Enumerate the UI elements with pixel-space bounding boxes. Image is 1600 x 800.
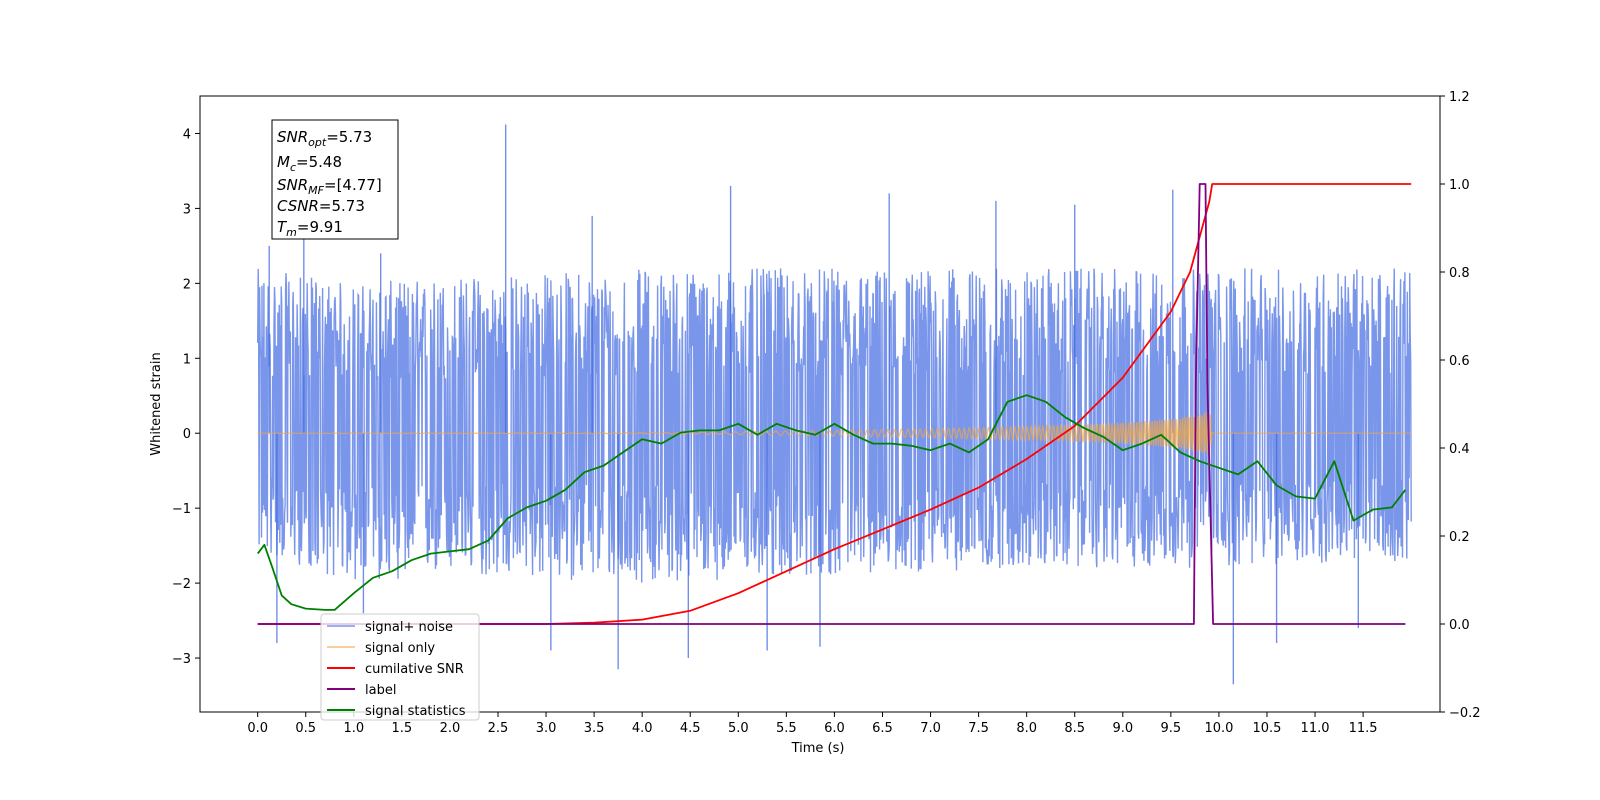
y2-tick-label: 0.6: [1449, 354, 1470, 369]
x-tick-label: 7.5: [968, 721, 989, 736]
y2-tick-label: 0.0: [1449, 618, 1470, 633]
x-tick-label: 4.0: [632, 721, 653, 736]
info-line: Tm=9.91: [277, 218, 343, 239]
y2-tick-label: −0.2: [1449, 706, 1481, 721]
info-line: CSNR=5.73: [277, 197, 365, 215]
right-axis-series: [256, 183, 1412, 625]
label-line: [257, 183, 1406, 625]
y-axis-label: Whitened strain: [149, 352, 164, 455]
noise-trace: [257, 268, 1412, 583]
y-tick-label: 4: [183, 127, 191, 142]
y-axis-right: −0.2 0.0 0.2 0.4 0.6 0.8 1.0 1.2: [1440, 90, 1481, 721]
y2-tick-label: 0.8: [1449, 266, 1470, 281]
x-tick-label: 0.5: [295, 721, 316, 736]
x-tick-label: 9.5: [1161, 721, 1182, 736]
info-line: SNRMF=[4.77]: [277, 176, 382, 197]
x-tick-label: 10.5: [1253, 721, 1282, 736]
x-tick-label: 5.5: [776, 721, 797, 736]
plot-area: [256, 124, 1412, 685]
y-tick-label: −1: [172, 502, 191, 517]
y-tick-label: 2: [183, 277, 191, 292]
x-tick-label: 11.5: [1349, 721, 1378, 736]
legend-label: signal+ noise: [365, 620, 453, 635]
signal-only-series: [257, 412, 1412, 456]
x-tick-label: 10.0: [1204, 721, 1233, 736]
y-tick-label: 3: [183, 202, 191, 217]
x-tick-label: 8.0: [1016, 721, 1037, 736]
y2-tick-label: 0.2: [1449, 530, 1470, 545]
legend-label: signal statistics: [365, 704, 466, 719]
signal-plus-noise-series: [257, 124, 1412, 685]
x-tick-label: 7.0: [920, 721, 941, 736]
x-tick-label: 2.0: [440, 721, 461, 736]
y2-tick-label: 1.2: [1449, 90, 1470, 105]
y2-tick-label: 1.0: [1449, 178, 1470, 193]
legend: signal+ noise signal only cumilative SNR la…: [320, 613, 480, 721]
x-tick-label: 8.5: [1064, 721, 1085, 736]
x-tick-label: 6.5: [872, 721, 893, 736]
plot-frame: [199, 95, 1441, 713]
x-tick-label: 4.5: [680, 721, 701, 736]
x-tick-label: 1.5: [392, 721, 413, 736]
x-tick-label: 5.0: [728, 721, 749, 736]
legend-label: cumilative SNR: [365, 662, 464, 677]
x-tick-label: 1.0: [343, 721, 364, 736]
y-tick-label: 0: [183, 427, 191, 442]
x-tick-label: 11.0: [1301, 721, 1330, 736]
y-tick-label: −3: [172, 652, 191, 667]
y-tick-label: −2: [172, 577, 191, 592]
legend-label: label: [365, 683, 396, 698]
y-axis-left: −3 −2 −1 0 1 2 3 4: [172, 127, 200, 667]
legend-label: signal only: [365, 641, 435, 656]
x-tick-label: 3.0: [536, 721, 557, 736]
info-line: SNRopt=5.73: [277, 128, 372, 149]
x-tick-label: 9.0: [1112, 721, 1133, 736]
x-axis: 0.0 0.5 1.0 1.5 2.0 2.5 3.0 3.5 4.0 4.5 5.0 5.5 6.0 6…: [247, 712, 1378, 736]
info-box-frame: [271, 119, 399, 240]
y-tick-label: 1: [183, 352, 191, 367]
info-line: Mc=5.48: [277, 153, 342, 174]
x-tick-label: 2.5: [488, 721, 509, 736]
x-tick-label: 6.0: [824, 721, 845, 736]
x-tick-label: 0.0: [247, 721, 268, 736]
legend-frame: [320, 613, 480, 721]
x-tick-label: 3.5: [584, 721, 605, 736]
signal-statistics-line: [256, 394, 1407, 611]
x-axis-label: Time (s): [791, 741, 845, 756]
signal-only-line: [257, 412, 1412, 456]
y2-tick-label: 0.4: [1449, 442, 1470, 457]
